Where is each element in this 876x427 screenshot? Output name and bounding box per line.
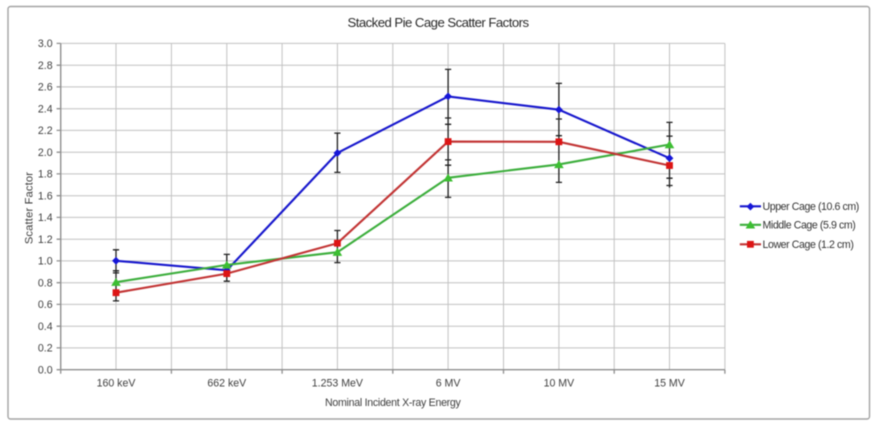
svg-text:Middle Cage (5.9 cm): Middle Cage (5.9 cm) — [763, 220, 856, 232]
svg-text:1.8: 1.8 — [38, 169, 53, 181]
svg-text:1.0: 1.0 — [38, 256, 53, 268]
svg-text:160 keV: 160 keV — [97, 378, 137, 390]
svg-text:2.4: 2.4 — [38, 103, 53, 115]
svg-text:0.4: 0.4 — [38, 321, 53, 333]
svg-text:10 MV: 10 MV — [544, 378, 576, 390]
svg-text:0.8: 0.8 — [38, 277, 53, 289]
svg-text:6 MV: 6 MV — [436, 378, 462, 390]
svg-text:15 MV: 15 MV — [654, 378, 686, 390]
svg-text:0.0: 0.0 — [38, 364, 53, 376]
svg-text:Upper Cage (10.6 cm): Upper Cage (10.6 cm) — [763, 201, 859, 213]
svg-text:0.6: 0.6 — [38, 299, 53, 311]
svg-text:0.2: 0.2 — [38, 343, 53, 355]
svg-text:Stacked Pie Cage Scatter Facto: Stacked Pie Cage Scatter Factors — [347, 15, 529, 30]
svg-text:1.2: 1.2 — [38, 234, 53, 246]
svg-text:Lower Cage (1.2 cm): Lower Cage (1.2 cm) — [763, 239, 854, 251]
svg-text:1.253 MeV: 1.253 MeV — [312, 378, 364, 390]
svg-text:2.8: 2.8 — [38, 60, 53, 72]
svg-text:2.2: 2.2 — [38, 125, 53, 137]
svg-text:2.6: 2.6 — [38, 82, 53, 94]
svg-text:1.6: 1.6 — [38, 190, 53, 202]
svg-text:1.4: 1.4 — [38, 212, 53, 224]
svg-text:Scatter Factor: Scatter Factor — [23, 172, 35, 244]
svg-text:662 keV: 662 keV — [207, 378, 247, 390]
svg-text:Nominal Incident X-ray Energy: Nominal Incident X-ray Energy — [325, 397, 462, 409]
svg-text:3.0: 3.0 — [38, 38, 53, 50]
svg-text:2.0: 2.0 — [38, 147, 53, 159]
